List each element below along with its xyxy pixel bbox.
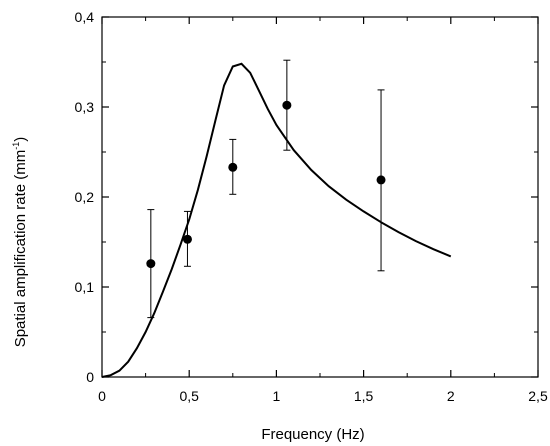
error-bars [147,59,385,319]
data-point [376,175,386,185]
x-axis-tick-labels: 0 0,5 1 1,5 2 2,5 [98,388,548,404]
y-axis-ticks [102,16,538,378]
y-axis-label: Spatial amplification rate (mm-1) [11,137,29,348]
data-point [182,234,192,244]
y-axis-tick-labels: 0 0,1 0,2 0,3 0,4 [75,9,95,385]
y-tick-label: 0,2 [75,189,95,205]
data-points [146,100,386,269]
y-tick-label: 0,1 [75,279,95,295]
plot-frame [101,16,539,378]
y-tick-label: 0 [86,369,94,385]
x-tick-label: 2 [447,388,455,404]
y-tick-label: 0,4 [75,9,95,25]
model-curve [101,62,452,378]
x-axis-ticks [101,17,539,377]
y-tick-label: 0,3 [75,99,95,115]
x-tick-label: 2,5 [528,388,548,404]
x-tick-label: 0,5 [179,388,199,404]
y-axis-label-main: Spatial amplification rate (mm [12,150,29,348]
y-axis-label-end: ) [12,137,29,142]
x-tick-label: 1,5 [354,388,374,404]
x-tick-label: 1 [273,388,281,404]
y-axis-label-superscript: -1 [11,142,21,150]
data-point [282,100,292,110]
x-axis-label: Frequency (Hz) [261,426,364,443]
data-point [228,162,238,172]
data-point [146,259,156,269]
x-tick-label: 0 [98,388,106,404]
